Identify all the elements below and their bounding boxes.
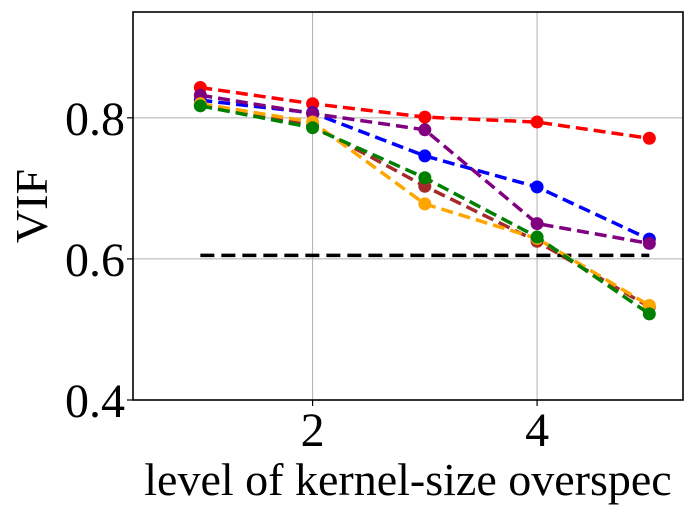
- y-tick-label: 0.4: [65, 375, 125, 428]
- data-point-orange: [418, 197, 432, 211]
- data-point-green: [418, 171, 432, 185]
- y-axis-label: VIF: [6, 169, 57, 243]
- data-point-red: [418, 110, 432, 124]
- data-point-purple: [642, 236, 656, 250]
- data-point-green: [306, 121, 320, 135]
- x-tick-label: 4: [525, 404, 549, 457]
- x-axis-label: level of kernel-size overspec: [144, 454, 671, 505]
- data-point-green: [642, 307, 656, 321]
- y-tick-label: 0.6: [65, 234, 125, 287]
- series-green: [193, 99, 656, 321]
- y-tick-label: 0.8: [65, 93, 125, 146]
- data-point-purple: [418, 123, 432, 137]
- series-layer: [193, 80, 656, 321]
- data-point-blue: [418, 149, 432, 163]
- series-red: [193, 80, 656, 145]
- data-point-green: [530, 230, 544, 244]
- plot-frame: [132, 11, 684, 401]
- x-tick-label: 2: [301, 404, 325, 457]
- data-point-purple: [530, 217, 544, 231]
- data-point-red: [306, 97, 320, 111]
- data-point-red: [642, 131, 656, 145]
- data-point-red: [530, 115, 544, 129]
- grid-lines: [133, 12, 683, 401]
- data-point-green: [193, 99, 207, 113]
- data-point-blue: [530, 180, 544, 194]
- tick-labels: 2 4 0.4 0.6 0.8: [65, 93, 549, 457]
